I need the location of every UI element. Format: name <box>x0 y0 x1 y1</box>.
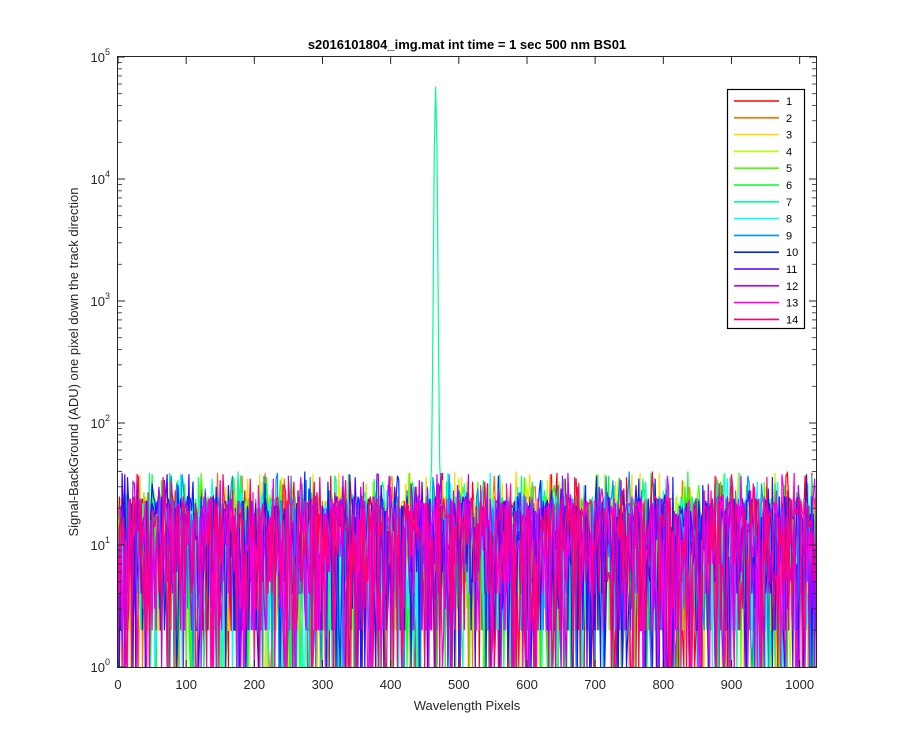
series-layer <box>118 86 816 667</box>
y-tick-label: 103 <box>91 291 110 309</box>
x-tick-label: 100 <box>175 677 197 692</box>
legend-label: 12 <box>786 281 798 293</box>
x-tick-label: 600 <box>516 677 538 692</box>
y-tick-label: 100 <box>91 657 110 675</box>
x-tick-label: 900 <box>721 677 743 692</box>
y-tick-base: 10 <box>91 416 105 431</box>
y-tick-base: 10 <box>91 172 105 187</box>
y-tick-base: 10 <box>91 538 105 553</box>
x-tick-label: 800 <box>652 677 674 692</box>
x-tick-label: 0 <box>114 677 121 692</box>
legend-label: 8 <box>786 214 792 226</box>
y-tick-exponent: 0 <box>105 657 110 667</box>
y-tick-label: 101 <box>91 535 110 553</box>
x-tick-label: 400 <box>380 677 402 692</box>
legend-label: 10 <box>786 247 798 259</box>
axes-box <box>117 56 817 668</box>
legend-label: 1 <box>786 96 792 108</box>
y-tick-exponent: 1 <box>105 535 110 545</box>
y-tick-base: 10 <box>91 50 105 65</box>
y-tick-exponent: 2 <box>105 413 110 423</box>
legend-label: 4 <box>786 146 792 158</box>
chart-title: s2016101804_img.mat int time = 1 sec 500… <box>308 37 626 52</box>
y-tick-label: 105 <box>91 47 110 65</box>
x-tick-label: 300 <box>312 677 334 692</box>
legend-label: 6 <box>786 180 792 192</box>
legend-label: 9 <box>786 230 792 242</box>
y-tick-base: 10 <box>91 660 105 675</box>
x-tick-label: 700 <box>584 677 606 692</box>
x-tick-label: 200 <box>243 677 265 692</box>
x-tick-label: 1000 <box>785 677 814 692</box>
y-tick-label: 102 <box>91 413 110 431</box>
x-axis: 0 100 200 300 400 500 600 700 800 900 1000 <box>114 57 814 692</box>
y-tick-label: 104 <box>91 169 110 187</box>
y-tick-exponent: 4 <box>105 169 110 179</box>
legend-label: 5 <box>786 163 792 175</box>
legend-label: 7 <box>786 197 792 209</box>
legend-label: 14 <box>786 314 798 326</box>
series-line-14 <box>118 471 816 667</box>
y-tick-exponent: 3 <box>105 291 110 301</box>
plot-area <box>117 56 817 668</box>
legend-label: 13 <box>786 298 798 310</box>
x-tick-label: 500 <box>448 677 470 692</box>
y-tick-exponent: 5 <box>105 47 110 57</box>
legend-box <box>726 88 806 330</box>
y-tick-base: 10 <box>91 294 105 309</box>
x-axis-label: Wavelength Pixels <box>414 698 521 713</box>
legend-label: 11 <box>786 264 797 276</box>
y-axis-label: Signal-BackGround (ADU) one pixel down t… <box>66 187 81 536</box>
legend-label: 2 <box>786 113 792 125</box>
legend-label: 3 <box>786 130 792 142</box>
series-line-5 <box>118 472 816 667</box>
